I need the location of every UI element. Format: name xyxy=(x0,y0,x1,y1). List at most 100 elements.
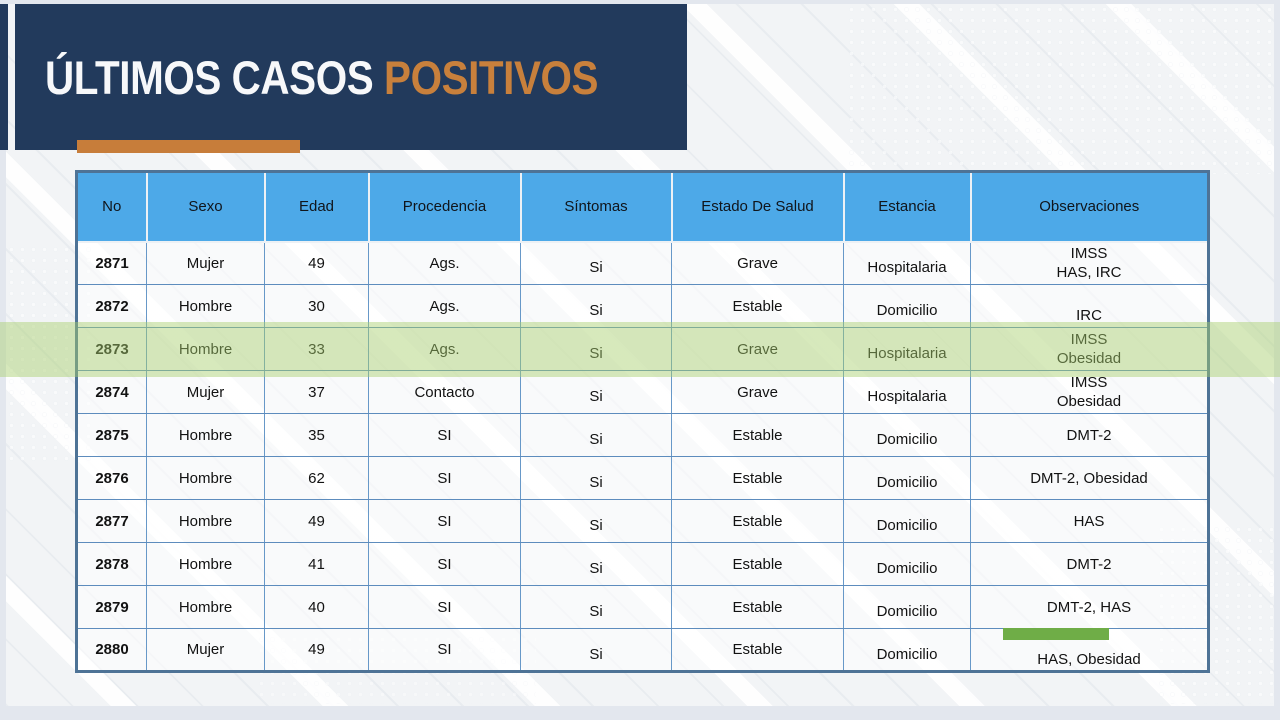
column-header-procedencia: Procedencia xyxy=(367,170,522,243)
cell-sexo: Hombre xyxy=(146,499,265,543)
cell-procedencia: Ags. xyxy=(368,284,521,328)
cases-table: No Sexo Edad Procedencia Síntomas Estado… xyxy=(75,170,1210,673)
observation-line xyxy=(973,287,1205,306)
table-row: 2871 Mujer 49 Ags. Si Grave Hospitalaria… xyxy=(76,241,1209,285)
cell-procedencia: SI xyxy=(368,456,521,500)
observation-line: DMT-2 xyxy=(1066,555,1112,573)
cell-edad: 49 xyxy=(264,499,369,543)
cell-sintomas: Si xyxy=(520,413,672,457)
cell-sexo: Mujer xyxy=(146,370,265,414)
table-row: 2878 Hombre 41 SI Si Estable Domicilio D… xyxy=(76,542,1209,586)
cell-estado: Grave xyxy=(671,327,844,371)
cell-sexo: Hombre xyxy=(146,456,265,500)
cell-observaciones: IMSS HAS, IRC xyxy=(970,241,1209,285)
cell-edad: 30 xyxy=(264,284,369,328)
cell-sintomas: Si xyxy=(520,585,672,629)
cell-sexo: Mujer xyxy=(146,241,265,285)
cell-sintomas: Si xyxy=(520,327,672,371)
cell-estancia: Hospitalaria xyxy=(843,370,971,414)
observation-line: Obesidad xyxy=(1056,350,1122,367)
cell-no: 2872 xyxy=(76,284,147,328)
column-header-estado: Estado De Salud xyxy=(670,170,845,243)
cell-no: 2877 xyxy=(76,499,147,543)
cell-observaciones: DMT-2 xyxy=(970,413,1209,457)
cell-estado: Estable xyxy=(671,413,844,457)
table-row: 2874 Mujer 37 Contacto Si Grave Hospital… xyxy=(76,370,1209,414)
cell-estancia: Domicilio xyxy=(843,542,971,586)
observation-line: HAS xyxy=(1073,512,1105,530)
cell-sexo: Hombre xyxy=(146,585,265,629)
cell-sintomas: Si xyxy=(520,370,672,414)
cell-no: 2871 xyxy=(76,241,147,285)
left-edge-navy-strip xyxy=(0,4,8,150)
page-title-main: ÚLTIMOS CASOS xyxy=(45,51,385,104)
observation-line: HAS, IRC xyxy=(1056,264,1122,282)
cell-sintomas: Si xyxy=(520,456,672,500)
cell-edad: 62 xyxy=(264,456,369,500)
observation-line: IRC xyxy=(1076,307,1102,324)
halftone-dots-decoration xyxy=(846,4,1276,174)
cell-edad: 49 xyxy=(264,628,369,672)
cell-sintomas: Si xyxy=(520,284,672,328)
cell-estancia: Domicilio xyxy=(843,499,971,543)
table-header-row: No Sexo Edad Procedencia Síntomas Estado… xyxy=(75,170,1210,243)
table-row: 2877 Hombre 49 SI Si Estable Domicilio H… xyxy=(76,499,1209,543)
cell-observaciones: DMT-2, HAS xyxy=(970,585,1209,629)
cell-estancia: Hospitalaria xyxy=(843,327,971,371)
cell-observaciones: DMT-2, Obesidad xyxy=(970,456,1209,500)
cell-estancia: Domicilio xyxy=(843,628,971,672)
cell-estado: Estable xyxy=(671,499,844,543)
cell-edad: 35 xyxy=(264,413,369,457)
cell-sexo: Hombre xyxy=(146,542,265,586)
cell-procedencia: SI xyxy=(368,542,521,586)
observation-line: DMT-2, Obesidad xyxy=(1030,469,1148,487)
column-header-no: No xyxy=(75,170,148,243)
cell-procedencia: SI xyxy=(368,499,521,543)
cell-observaciones: DMT-2 xyxy=(970,542,1209,586)
table-row: 2875 Hombre 35 SI Si Estable Domicilio D… xyxy=(76,413,1209,457)
cell-sexo: Hombre xyxy=(146,327,265,371)
cell-no: 2873 xyxy=(76,327,147,371)
cell-estancia: Domicilio xyxy=(843,284,971,328)
cell-procedencia: SI xyxy=(368,628,521,672)
column-header-sintomas: Síntomas xyxy=(519,170,673,243)
observation-line: HAS, Obesidad xyxy=(1037,650,1141,668)
cell-edad: 37 xyxy=(264,370,369,414)
cell-edad: 33 xyxy=(264,327,369,371)
cell-sexo: Hombre xyxy=(146,284,265,328)
cell-observaciones: IRC xyxy=(970,284,1209,328)
cell-estancia: Domicilio xyxy=(843,585,971,629)
cell-no: 2880 xyxy=(76,628,147,672)
cell-estancia: Domicilio xyxy=(843,413,971,457)
cell-no: 2875 xyxy=(76,413,147,457)
cell-observaciones: IMSS Obesidad xyxy=(970,327,1209,371)
observation-line: IMSS xyxy=(1070,245,1108,263)
title-accent-bar xyxy=(77,140,300,153)
cell-estado: Estable xyxy=(671,585,844,629)
cell-procedencia: Ags. xyxy=(368,241,521,285)
cell-edad: 49 xyxy=(264,241,369,285)
table-row-highlighted: 2873 Hombre 33 Ags. Si Grave Hospitalari… xyxy=(76,327,1209,371)
page-title: ÚLTIMOS CASOS POSITIVOS xyxy=(45,50,598,105)
cell-sexo: Hombre xyxy=(146,413,265,457)
observation-line: DMT-2 xyxy=(1066,426,1112,444)
observation-line: IMSS xyxy=(1070,331,1108,348)
cell-sintomas: Si xyxy=(520,499,672,543)
table-row: 2872 Hombre 30 Ags. Si Estable Domicilio… xyxy=(76,284,1209,328)
cases-table-container: No Sexo Edad Procedencia Síntomas Estado… xyxy=(75,170,1210,673)
cell-no: 2876 xyxy=(76,456,147,500)
cell-estado: Estable xyxy=(671,628,844,672)
cell-estancia: Domicilio xyxy=(843,456,971,500)
observation-line: IMSS xyxy=(1070,374,1108,391)
cell-sexo: Mujer xyxy=(146,628,265,672)
observation-marker-bar xyxy=(1003,628,1109,640)
cell-procedencia: SI xyxy=(368,585,521,629)
cell-observaciones: IMSS Obesidad xyxy=(970,370,1209,414)
page-title-accent: POSITIVOS xyxy=(384,51,599,104)
cell-edad: 41 xyxy=(264,542,369,586)
table-row: 2879 Hombre 40 SI Si Estable Domicilio D… xyxy=(76,585,1209,629)
cell-observaciones: HAS xyxy=(970,499,1209,543)
cell-sintomas: Si xyxy=(520,542,672,586)
column-header-estancia: Estancia xyxy=(842,170,972,243)
cell-no: 2874 xyxy=(76,370,147,414)
